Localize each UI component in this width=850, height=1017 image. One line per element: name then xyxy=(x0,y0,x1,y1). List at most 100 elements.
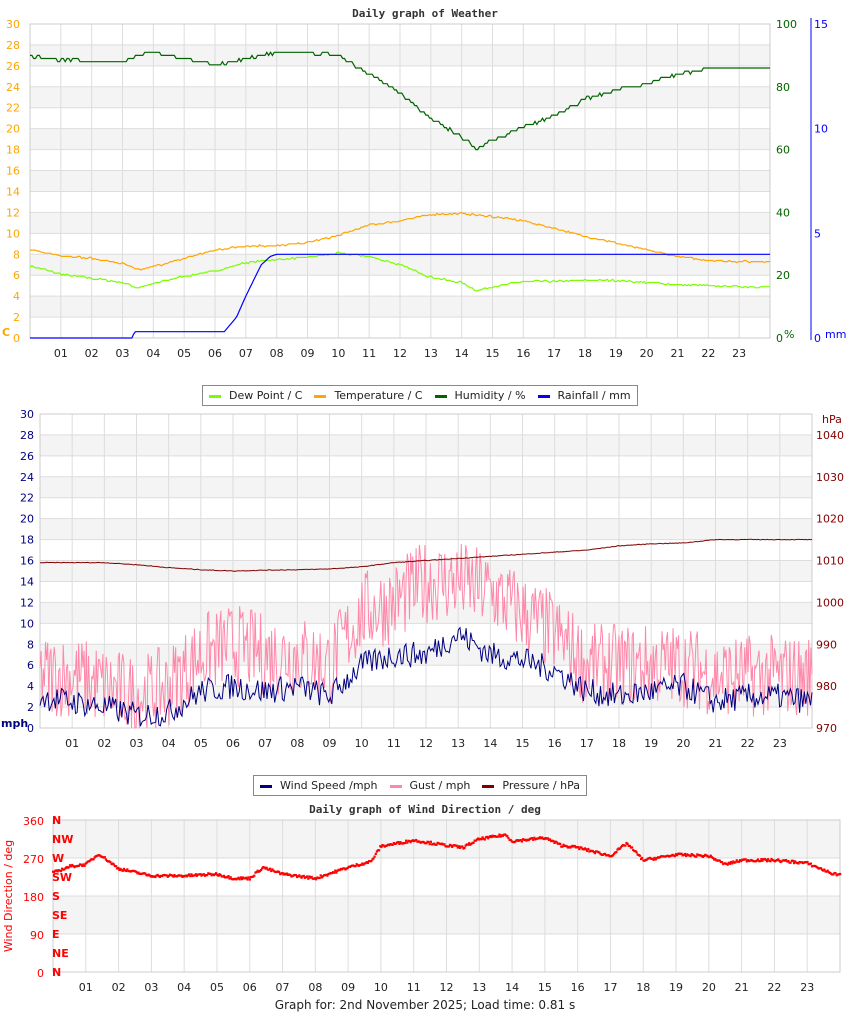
x-tick-label: 21 xyxy=(735,981,749,994)
wind-direction-point xyxy=(516,839,519,842)
y-tick-label-wind: 22 xyxy=(20,492,34,505)
wind-direction-point xyxy=(706,854,709,858)
wind-direction-point xyxy=(604,852,607,855)
wind-direction-point xyxy=(312,877,315,880)
x-tick-label: 11 xyxy=(407,981,421,994)
x-tick-label: 02 xyxy=(97,737,111,750)
wind-direction-point xyxy=(797,862,800,865)
wind-direction-point xyxy=(303,876,306,879)
wind-direction-point xyxy=(219,874,222,877)
y-tick-label-wind: 24 xyxy=(20,471,34,484)
wind-direction-point xyxy=(523,838,526,842)
y-tick-label-temp: 22 xyxy=(6,102,20,115)
wind-direction-point xyxy=(209,872,212,875)
x-tick-label: 18 xyxy=(612,737,626,750)
wind-direction-point xyxy=(686,853,689,856)
wind-direction-point xyxy=(63,868,66,871)
wind-direction-point xyxy=(183,875,186,878)
wind-direction-point xyxy=(58,869,61,872)
wind-direction-point xyxy=(340,868,344,871)
wind-direction-point xyxy=(67,866,70,869)
x-tick-label: 14 xyxy=(455,347,469,360)
wind-direction-point xyxy=(530,837,534,840)
wind-direction-point xyxy=(641,856,644,860)
x-tick-label: 06 xyxy=(226,737,240,750)
wind-direction-point xyxy=(262,866,265,869)
wind-direction-point xyxy=(146,874,149,877)
x-tick-label: 07 xyxy=(276,981,290,994)
wind-direction-point xyxy=(119,867,122,870)
wind-direction-point xyxy=(487,837,490,840)
x-tick-label: 23 xyxy=(800,981,814,994)
y-tick-label-wind: 2 xyxy=(27,701,34,714)
wind-direction-point xyxy=(130,870,133,873)
x-tick-label: 15 xyxy=(486,347,500,360)
wind-direction-point xyxy=(206,874,209,877)
wind-direction-point xyxy=(712,856,715,860)
x-tick-label: 13 xyxy=(451,737,465,750)
wind-direction-point xyxy=(121,869,124,872)
y-tick-label-wind: 26 xyxy=(20,450,34,463)
y-tick-label-temp: 12 xyxy=(6,206,20,219)
wind-direction-point xyxy=(56,870,59,873)
wind-direction-point xyxy=(780,860,783,863)
wind-direction-point xyxy=(753,860,756,863)
wind-direction-point xyxy=(568,845,571,848)
wind-direction-point xyxy=(175,875,178,878)
wind-direction-point xyxy=(794,860,797,863)
x-tick-label: 14 xyxy=(483,737,497,750)
x-tick-label: 04 xyxy=(177,981,191,994)
wind-direction-point xyxy=(335,871,338,874)
wind-direction-point xyxy=(366,861,369,864)
legend-label: Dew Point / C xyxy=(229,389,303,402)
compass-label: NW xyxy=(52,833,73,846)
wind-direction-point xyxy=(207,872,210,875)
wind-direction-point xyxy=(572,845,575,848)
wind-direction-point xyxy=(213,873,217,876)
wind-direction-point xyxy=(443,843,446,846)
wind-direction-point xyxy=(722,863,725,866)
wind-direction-point xyxy=(701,855,704,858)
wind-direction-point xyxy=(189,875,192,878)
y-tick-label-wind: 14 xyxy=(20,575,34,588)
y-tick-label-temp: 16 xyxy=(6,165,20,178)
wind-direction-point xyxy=(554,840,557,843)
chart-title: Daily graph of Weather xyxy=(352,7,498,20)
wind-direction-point xyxy=(650,857,653,860)
legend-weather: Dew Point / C Temperature / C Humidity /… xyxy=(202,385,638,406)
wind-direction-point xyxy=(743,858,746,861)
compass-label: W xyxy=(52,852,64,865)
wind-direction-point xyxy=(199,873,202,876)
wind-direction-point xyxy=(681,854,684,857)
series-line-2 xyxy=(30,51,770,151)
wind-direction-point xyxy=(631,846,634,849)
wind-direction-point xyxy=(598,851,601,854)
x-tick-label: 10 xyxy=(374,981,388,994)
wind-direction-point xyxy=(835,874,838,877)
wind-direction-point xyxy=(190,873,193,876)
y-tick-label-temp: 24 xyxy=(6,81,20,94)
wind-direction-point xyxy=(548,838,552,841)
wind-direction-point xyxy=(731,862,734,865)
wind-direction-point xyxy=(374,852,377,855)
wind-direction-point xyxy=(762,858,765,861)
wind-direction-point xyxy=(317,876,320,880)
wind-direction-point xyxy=(715,859,718,862)
wind-direction-point xyxy=(834,872,837,875)
legend-wind: Wind Speed /mph Gust / mph Pressure / hP… xyxy=(253,775,587,796)
y-tick-label-humidity: 20 xyxy=(776,269,790,282)
x-tick-label: 17 xyxy=(580,737,594,750)
y-tick-label-temp: 18 xyxy=(6,144,20,157)
wind-direction-point xyxy=(734,861,737,864)
wind-direction-point xyxy=(333,871,336,874)
wind-direction-point xyxy=(92,858,95,861)
wind-direction-point xyxy=(266,868,269,871)
wind-direction-point xyxy=(725,862,728,865)
wind-direction-point xyxy=(461,845,464,848)
wind-direction-point xyxy=(823,868,826,871)
compass-label: SW xyxy=(52,871,72,884)
wind-direction-point xyxy=(336,869,339,872)
wind-direction-point xyxy=(300,876,303,879)
wind-direction-point xyxy=(740,860,743,863)
wind-direction-point xyxy=(618,847,621,851)
